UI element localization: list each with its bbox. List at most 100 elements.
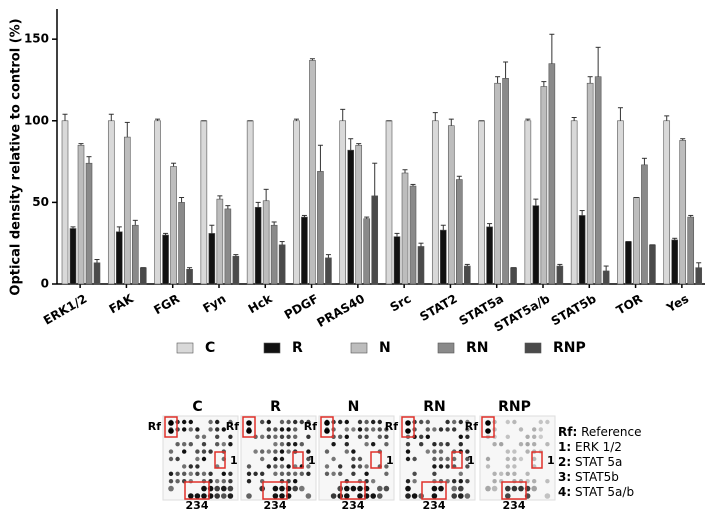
blot-spot — [273, 456, 278, 462]
error-bar — [225, 205, 231, 209]
blot-spot — [357, 456, 363, 462]
x-tick-label: PRAS40 — [314, 292, 367, 330]
blot-spot — [465, 434, 470, 439]
error-bar — [664, 115, 670, 121]
blot-spot — [531, 485, 537, 492]
blot-spot — [432, 449, 437, 454]
legend-label: N — [379, 340, 391, 356]
key-text: Reference — [581, 425, 641, 439]
legend-swatch — [263, 342, 281, 354]
bar — [278, 244, 286, 285]
bar — [663, 120, 671, 285]
bar — [293, 120, 300, 285]
y-tick-label: 150 — [24, 32, 49, 46]
blot-spot — [364, 427, 369, 432]
blot-spot — [299, 442, 304, 447]
blot-spot — [458, 479, 463, 484]
key-text: STAT 5a/b — [575, 485, 634, 499]
blot-spot — [545, 479, 550, 484]
blot-spot — [195, 456, 200, 462]
blot-spot — [324, 449, 330, 454]
blot-spot — [286, 427, 291, 432]
error-bar — [595, 46, 601, 77]
spot-label: 234 — [503, 499, 526, 512]
blot-spot — [253, 449, 258, 454]
blot-spot — [351, 471, 356, 476]
spot-label: 1 — [467, 454, 475, 467]
blot-spot — [168, 485, 174, 492]
blot-spot — [215, 427, 220, 432]
key-text: STAT 5a — [575, 455, 622, 469]
blot-spot — [357, 434, 363, 439]
blot-spot — [306, 456, 311, 462]
error-bar — [116, 226, 122, 232]
blot-spot — [405, 442, 411, 447]
legend-swatch — [176, 342, 194, 354]
bar — [578, 215, 586, 285]
blot-spot — [182, 471, 187, 476]
blot-spot — [384, 471, 389, 476]
blot-spot — [279, 493, 285, 499]
blot-spot — [201, 485, 207, 492]
blot-spot — [330, 493, 337, 499]
error-bar — [271, 221, 277, 226]
blot-spot — [405, 428, 411, 434]
key-code: 4: — [558, 485, 571, 499]
bar — [107, 120, 115, 285]
bar — [216, 198, 224, 285]
blot-spot — [272, 493, 279, 499]
blot-spot — [357, 419, 363, 425]
error-bar — [571, 117, 577, 121]
bar — [385, 120, 393, 285]
blot-spot — [532, 434, 537, 439]
highlight-box — [262, 481, 288, 500]
error-bar — [217, 195, 223, 200]
blot-spot — [168, 471, 174, 476]
blot-spot — [425, 427, 430, 432]
blot-spot — [273, 434, 278, 439]
blot-spot — [272, 485, 279, 492]
blot-spot — [286, 449, 291, 454]
blot-spot — [505, 464, 510, 469]
blot-spot — [175, 456, 180, 462]
error-bar — [487, 223, 493, 227]
blot-spot — [371, 442, 376, 447]
blot-spot — [405, 420, 411, 426]
x-tick-label: Yes — [663, 292, 691, 316]
blot-spot — [370, 493, 377, 499]
spot-label: Rf — [148, 420, 161, 433]
blot-spot — [228, 479, 233, 484]
blot-spot — [419, 442, 424, 447]
error-bar — [340, 108, 346, 121]
key-code: 3: — [558, 470, 571, 484]
blot-spot — [350, 485, 357, 492]
key-code: 1: — [558, 440, 571, 454]
key-text: STAT5b — [575, 470, 619, 484]
spot-label: 234 — [186, 499, 209, 512]
blot-spot — [357, 464, 363, 469]
bar — [679, 140, 687, 285]
bar — [139, 267, 147, 285]
panel-label: RN — [423, 399, 446, 415]
error-bar — [356, 143, 362, 146]
blot-spot — [364, 471, 369, 476]
y-tick-label: 0 — [41, 277, 49, 291]
x-tick-label: STAT5b — [549, 291, 599, 328]
blot-spot — [188, 427, 193, 432]
blot-spot — [505, 434, 510, 439]
error-bar — [688, 214, 694, 218]
error-bar — [410, 183, 416, 187]
highlight-box — [401, 416, 415, 438]
key-entry: Rf: Reference — [558, 425, 642, 439]
error-bar — [94, 259, 100, 263]
blot-spot — [364, 464, 369, 469]
blot-spot — [425, 449, 430, 454]
key-entry: 4: STAT 5a/b — [558, 485, 634, 499]
blot-spot — [384, 464, 389, 469]
bar — [355, 144, 363, 285]
bar — [232, 255, 240, 285]
x-tick-label: Fyn — [201, 292, 229, 316]
blot-spot — [286, 464, 291, 469]
blot-spot — [279, 427, 285, 432]
blot-spot — [215, 434, 220, 439]
